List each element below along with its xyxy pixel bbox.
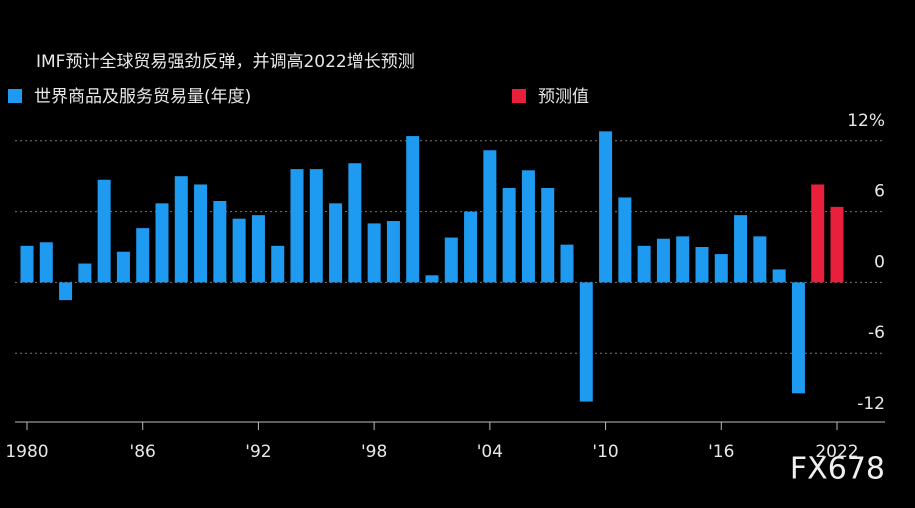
bar bbox=[78, 263, 92, 283]
bar bbox=[406, 136, 420, 283]
bar bbox=[483, 150, 497, 283]
chart-title: IMF预计全球贸易强劲反弹，并调高2022增长预测 bbox=[36, 52, 415, 72]
x-tick-label: 1980 bbox=[5, 442, 48, 462]
bar bbox=[541, 188, 555, 283]
bar bbox=[232, 218, 246, 283]
legend-swatch bbox=[8, 89, 22, 103]
y-tick-label: 6 bbox=[874, 182, 885, 202]
bar bbox=[560, 244, 574, 283]
bar bbox=[637, 245, 651, 283]
bar bbox=[329, 203, 343, 283]
bar bbox=[271, 245, 285, 283]
bar bbox=[367, 223, 381, 283]
bar bbox=[772, 269, 786, 283]
bar bbox=[444, 237, 458, 283]
y-tick-label: -6 bbox=[868, 323, 885, 343]
bar bbox=[20, 245, 34, 283]
bar bbox=[811, 184, 825, 283]
bar bbox=[59, 282, 73, 301]
bar bbox=[618, 197, 632, 283]
bar bbox=[39, 242, 53, 283]
bar bbox=[734, 215, 748, 283]
bar bbox=[425, 275, 439, 283]
bar bbox=[791, 282, 805, 394]
y-tick-label: 12% bbox=[847, 111, 885, 131]
bar bbox=[348, 163, 362, 283]
x-tick-label: '04 bbox=[477, 442, 503, 462]
y-tick-label: 0 bbox=[874, 252, 885, 272]
bar bbox=[695, 247, 709, 283]
bar bbox=[290, 169, 304, 283]
bar bbox=[174, 176, 188, 283]
bar bbox=[656, 238, 670, 283]
bar bbox=[251, 215, 265, 283]
x-tick-label: '98 bbox=[361, 442, 387, 462]
bar bbox=[521, 170, 535, 283]
bar bbox=[464, 211, 478, 283]
bar bbox=[155, 203, 169, 283]
x-tick-label: '86 bbox=[130, 442, 156, 462]
y-tick-label: -12 bbox=[857, 394, 885, 414]
bar bbox=[599, 131, 613, 283]
watermark: FX678 bbox=[790, 452, 885, 487]
x-tick-label: '92 bbox=[245, 442, 271, 462]
bar bbox=[386, 221, 400, 283]
bar bbox=[830, 206, 844, 283]
bar bbox=[194, 184, 208, 283]
bar bbox=[309, 169, 323, 283]
legend-swatch bbox=[512, 89, 526, 103]
bar bbox=[579, 282, 593, 402]
x-tick-label: '16 bbox=[708, 442, 734, 462]
bar bbox=[502, 188, 516, 283]
legend-label: 预测值 bbox=[538, 87, 589, 107]
bar bbox=[116, 251, 130, 283]
bar bbox=[97, 179, 111, 283]
x-tick-label: '10 bbox=[592, 442, 618, 462]
x-tick-label: 2022 bbox=[815, 442, 858, 462]
bar bbox=[676, 236, 690, 283]
legend-label: 世界商品及服务贸易量(年度) bbox=[34, 87, 251, 107]
bar bbox=[213, 200, 227, 283]
bar bbox=[753, 236, 767, 283]
bar bbox=[714, 254, 728, 283]
bar bbox=[136, 228, 150, 283]
